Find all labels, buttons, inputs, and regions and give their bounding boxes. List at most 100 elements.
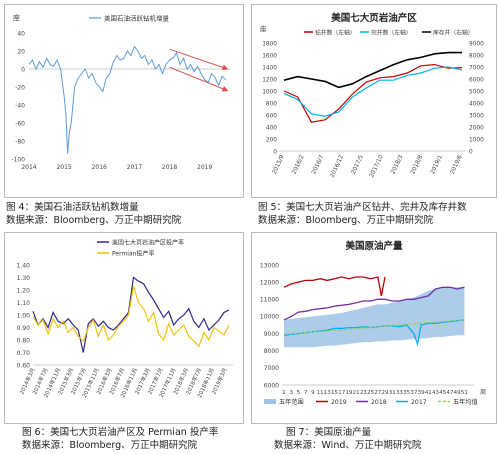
y-tick-label: 8000	[264, 348, 279, 355]
legend-label: 美国七大页岩油产区投产率	[112, 238, 184, 246]
x-tick-label: 2017/5	[351, 154, 365, 175]
y-left-tick-label: 600	[266, 113, 277, 119]
x-tick-label: 43	[432, 390, 439, 396]
x-tick-label: 39	[418, 390, 425, 396]
panel-rig-change: 座 40 20 0 -20 -40 -60 -80 -100 2014 2015 2016 2017 20…	[4, 4, 244, 198]
y-tick-label: -60	[15, 121, 25, 128]
y-tick-label: -100	[11, 157, 25, 164]
x-tick-label: 2019/6	[450, 154, 464, 175]
y-tick-label: 11000	[260, 297, 279, 304]
x-tick-label: 41	[425, 390, 432, 396]
x-tick-label: 2019	[197, 164, 212, 171]
y-tick-label: 1.10	[17, 300, 31, 307]
y-tick-label: 0.60	[17, 362, 31, 369]
x-tick-label: 9	[311, 390, 315, 396]
y-left-tick-label: 800	[266, 101, 277, 107]
legend-label: 钻井数（左轴）	[315, 28, 356, 36]
y-right-tick-label: 4000	[469, 101, 484, 107]
y-axis-unit: 座	[13, 13, 20, 22]
caption-fig4-source: 数据来源：Bloomberg、万正中期研究院	[6, 215, 182, 226]
y-right-tick-label: 5000	[469, 89, 484, 95]
series-line-inventory-wells	[283, 51, 462, 89]
legend-label: 五年范围	[279, 398, 304, 406]
y-tick-label: -20	[15, 85, 25, 92]
chart-title: 美国七大页岩油产区	[330, 12, 417, 24]
x-tick-label: 2015	[56, 164, 71, 171]
y-right-tick-label: 9000	[469, 41, 484, 47]
y-tick-label: 1.30	[17, 275, 31, 282]
y-tick-label: 40	[17, 31, 25, 38]
series-area-five-year-range	[284, 286, 465, 348]
legend-label: 2017	[411, 399, 427, 406]
series-line-2018	[283, 286, 465, 321]
x-tick-label: 27	[374, 390, 381, 396]
panel-completion-rate: 1.40 1.30 1.20 1.10 1.00 0.90 0.80 0.70 0.60 美国七大…	[4, 232, 244, 424]
y-left-tick-label: 0	[273, 149, 277, 155]
x-tick-label: 51	[461, 390, 468, 396]
legend-label: 2018	[371, 399, 387, 406]
x-tick-label: 1	[282, 390, 286, 396]
panel-duc-wells: 美国七大页岩油产区座 0 200 400 600 800 1000 1200 1400 1600 1…	[251, 4, 497, 198]
y-tick-label: 20	[17, 49, 25, 56]
caption-fig5-source: 数据来源：Bloomberg、万正中期研究院	[258, 215, 434, 226]
y-tick-label: 13000	[260, 262, 279, 269]
y-tick-label: 1.20	[17, 287, 31, 294]
x-tick-label: 35	[403, 390, 410, 396]
legend-label: 五年均值	[453, 398, 478, 406]
chart-title: 美国原油产量	[344, 240, 403, 252]
x-tick-label: 2018	[162, 164, 177, 171]
caption-fig6-source: 数据来源：Bloomberg、万正中期研究院	[22, 440, 198, 451]
y-axis-unit: 座	[260, 24, 267, 33]
x-tick-label: 19	[345, 390, 352, 396]
y-tick-label: 0.90	[17, 325, 31, 332]
y-right-tick-label: 3000	[469, 113, 484, 119]
x-tick-label: 2016/2	[292, 154, 306, 175]
x-tick-label: 33	[396, 390, 403, 396]
y-tick-label: 1.00	[17, 312, 31, 319]
y-left-tick-label: 1400	[262, 65, 277, 71]
x-axis-label: 周	[480, 389, 486, 396]
caption-fig5-title: 图 5：美国七大页岩油产区钻井、完井及库存井数	[258, 202, 467, 213]
x-tick-label: 47	[446, 390, 453, 396]
x-tick-label: 5	[297, 390, 301, 396]
legend-label: 2019	[331, 399, 347, 406]
x-tick-label: 29	[382, 390, 389, 396]
trend-arrow	[169, 66, 229, 92]
y-tick-label: 0.80	[17, 337, 31, 344]
x-tick-label: 25	[367, 390, 374, 396]
y-tick-label: -40	[15, 103, 25, 110]
x-tick-label: 2018/8	[410, 154, 424, 175]
y-tick-label: 7000	[264, 365, 279, 372]
legend-label: 库存井（右轴）	[433, 28, 474, 36]
caption-fig6-title: 图 6：美国七大页岩油产区及 Permian 投产率	[22, 427, 219, 438]
x-tick-label: 2016/12	[330, 154, 346, 179]
caption-fig7-title: 图 7：美国原油产量	[286, 427, 372, 438]
panel-us-output: 美国原油产量 13000 12000 11000 10000 9000 8000 7000 60…	[251, 232, 497, 424]
series-line-permian	[32, 286, 230, 348]
x-tick-label: 7	[304, 390, 308, 396]
y-left-tick-label: 1000	[262, 89, 277, 95]
y-right-tick-label: 1000	[469, 137, 484, 143]
y-tick-label: 10000	[260, 314, 279, 321]
y-left-tick-label: 200	[266, 137, 277, 143]
legend-label: Permian投产率	[112, 249, 154, 257]
series-line-drilled-wells	[283, 63, 463, 123]
series-line-2019	[283, 276, 386, 297]
y-right-tick-label: 2000	[469, 125, 484, 131]
y-tick-label: 1.40	[17, 262, 31, 269]
x-tick-label: 2017	[127, 164, 142, 171]
caption-fig7-source: 数据来源：Wind、万正中期研究院	[274, 440, 422, 451]
x-tick-label: 2017/10	[369, 154, 385, 179]
x-tick-label: 15	[331, 390, 338, 396]
y-tick-label: 0.70	[17, 350, 31, 357]
y-left-tick-label: 1200	[262, 77, 277, 83]
x-tick-label: 11	[317, 390, 324, 396]
y-right-tick-label: 6000	[469, 77, 484, 83]
series-line-rig-change	[28, 45, 227, 154]
x-tick-label: 2015/9	[272, 154, 286, 175]
y-left-tick-label: 400	[266, 125, 277, 131]
x-tick-label: 37	[410, 390, 417, 396]
x-tick-label: 2019/1	[430, 154, 444, 175]
x-tick-label: 23	[360, 390, 367, 396]
caption-fig4-title: 图 4：美国石油活跃钻机数增量	[6, 202, 139, 213]
